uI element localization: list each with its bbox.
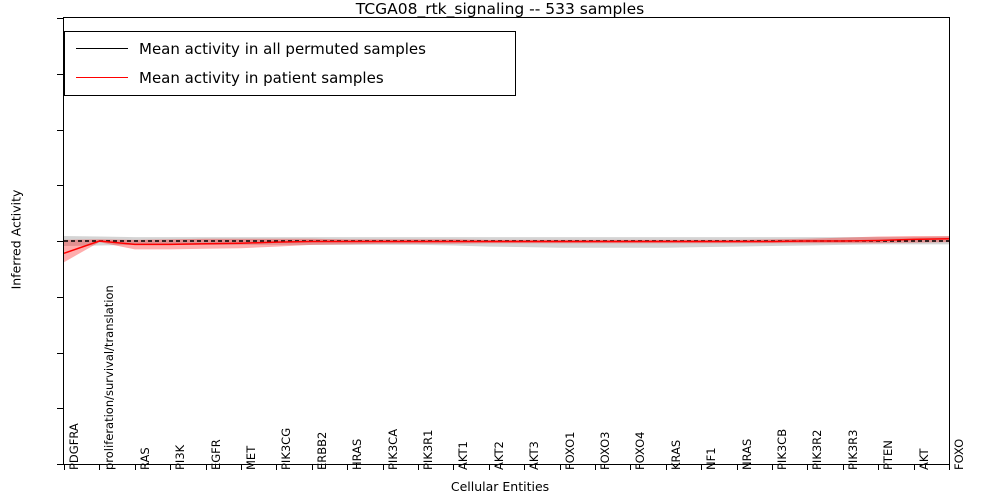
x-tick-mark xyxy=(949,465,950,470)
y-tick-mark xyxy=(57,241,63,242)
x-tick-mark xyxy=(205,465,207,470)
x-tick-mark xyxy=(842,465,844,470)
y-tick-mark xyxy=(57,408,63,410)
x-tick-mark xyxy=(878,465,880,470)
y-tick-mark xyxy=(57,73,63,75)
x-axis-label: Cellular Entities xyxy=(450,479,550,494)
x-tick-mark xyxy=(347,465,349,470)
confidence-bands xyxy=(64,235,949,263)
x-tick-mark xyxy=(488,465,490,470)
x-tick-mark xyxy=(276,465,278,470)
x-tick-mark xyxy=(311,465,313,470)
y-tick-mark xyxy=(57,464,63,465)
plot-svg xyxy=(64,235,949,263)
x-tick-mark xyxy=(913,465,915,470)
x-tick-mark xyxy=(736,465,738,470)
legend-entry-permuted: Mean activity in all permuted samples xyxy=(65,35,515,63)
y-tick-mark xyxy=(57,18,63,19)
legend-swatch-patient xyxy=(76,77,128,78)
x-tick-mark xyxy=(701,465,703,470)
legend-label-patient: Mean activity in patient samples xyxy=(139,69,384,87)
x-tick-mark xyxy=(807,465,809,470)
plot-area xyxy=(63,17,950,465)
y-axis-label: Inferred Activity xyxy=(8,189,24,290)
x-tick-mark xyxy=(772,465,773,470)
legend-entry-patient: Mean activity in patient samples xyxy=(65,64,515,92)
series-lines xyxy=(64,238,949,254)
x-tick-mark xyxy=(241,465,242,470)
x-tick-mark xyxy=(134,465,136,470)
chart-title: TCGA08_rtk_signaling -- 533 samples xyxy=(355,0,645,18)
x-tick-mark xyxy=(418,465,419,470)
x-tick-mark xyxy=(99,465,101,470)
x-tick-mark xyxy=(64,465,65,470)
y-tick-mark xyxy=(57,129,63,131)
x-tick-mark xyxy=(595,465,596,470)
x-tick-label: FOXO xyxy=(952,438,966,470)
legend-swatch-permuted xyxy=(76,48,128,49)
x-tick-mark xyxy=(665,465,667,470)
y-tick-mark xyxy=(57,352,63,354)
x-tick-mark xyxy=(382,465,384,470)
legend-box: Mean activity in all permuted samples Me… xyxy=(64,31,516,96)
y-tick-mark xyxy=(57,185,63,187)
x-tick-mark xyxy=(170,465,172,470)
confidence-band xyxy=(64,235,949,263)
series-line xyxy=(64,238,949,254)
y-tick-mark xyxy=(57,296,63,298)
x-tick-mark xyxy=(630,465,632,470)
x-tick-mark xyxy=(524,465,526,470)
x-tick-mark xyxy=(453,465,455,470)
x-tick-mark xyxy=(559,465,561,470)
legend-label-permuted: Mean activity in all permuted samples xyxy=(139,40,426,58)
